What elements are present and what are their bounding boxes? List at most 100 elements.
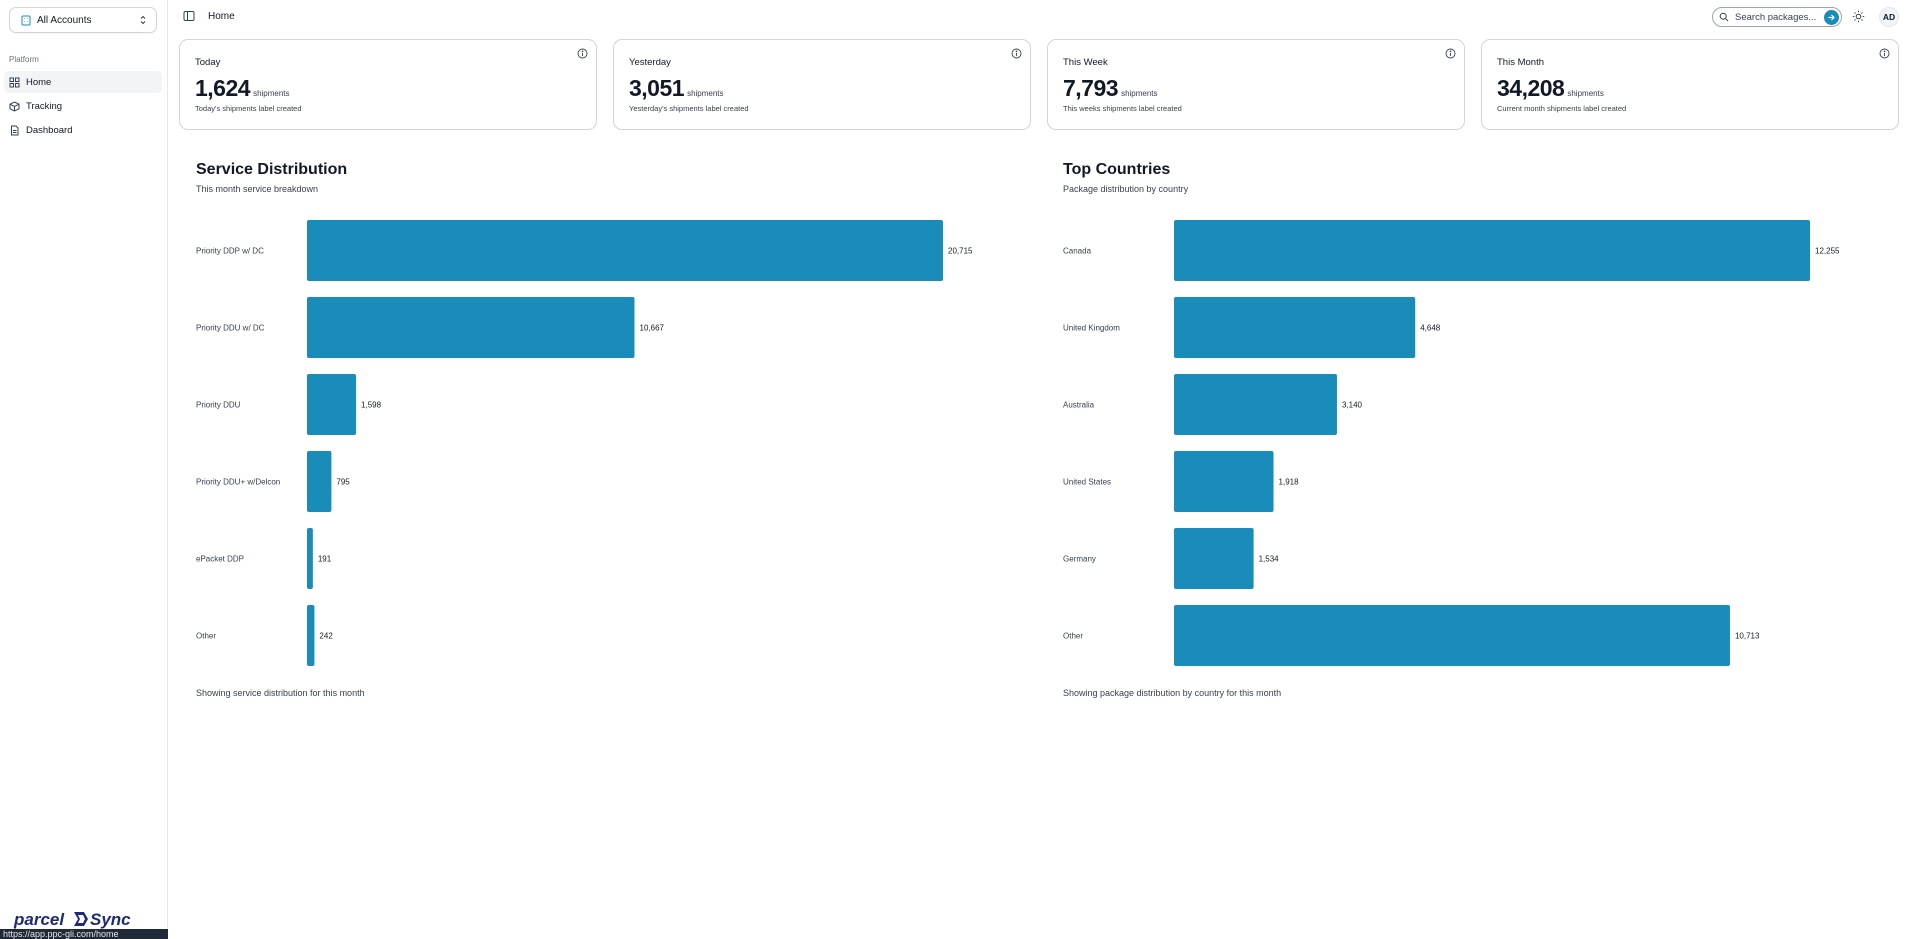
stat-description: Today's shipments label created xyxy=(195,104,302,113)
bar-category-label: United Kingdom xyxy=(1063,324,1120,333)
stat-card-title: This Week xyxy=(1063,57,1108,68)
search-submit-button[interactable] xyxy=(1824,9,1839,25)
bar-value-label: 10,667 xyxy=(640,324,665,333)
sidebar-item-label: Home xyxy=(26,76,52,88)
theme-toggle-sun-icon[interactable] xyxy=(1852,10,1865,23)
stat-description: This weeks shipments label created xyxy=(1063,104,1182,113)
stat-value: 1,624 xyxy=(195,75,251,101)
nav-section-label: Platform xyxy=(9,55,39,64)
bar-value-label: 795 xyxy=(336,478,350,487)
bar-value-label: 3,140 xyxy=(1342,401,1363,410)
bar[interactable] xyxy=(1174,528,1254,589)
stat-value: 7,793 xyxy=(1063,75,1119,101)
bar-value-label: 1,534 xyxy=(1259,555,1280,564)
sidebar-item-label: Tracking xyxy=(26,100,63,112)
search-placeholder: Search packages... xyxy=(1735,11,1817,23)
bar[interactable] xyxy=(307,605,315,666)
chart-subtitle: This month service breakdown xyxy=(196,184,319,194)
stat-card-title: This Month xyxy=(1497,57,1544,68)
stat-card-title: Yesterday xyxy=(629,57,671,68)
stat-unit: shipments xyxy=(1567,89,1604,98)
chart-subtitle: Package distribution by country xyxy=(1063,184,1189,194)
svg-text:Sync: Sync xyxy=(90,910,131,929)
chart-footer: Showing package distribution by country … xyxy=(1063,688,1282,698)
bar-value-label: 20,715 xyxy=(948,247,973,256)
stat-description: Yesterday's shipments label created xyxy=(629,104,749,113)
bar[interactable] xyxy=(1174,297,1416,358)
bar[interactable] xyxy=(1174,374,1337,435)
bar[interactable] xyxy=(1174,451,1274,512)
top-countries-panel: Top Countries Package distribution by co… xyxy=(1063,158,1893,718)
status-bar-url: https://app.ppc-gli.com/home xyxy=(0,929,168,939)
sidebar-item-dashboard[interactable]: Dashboard xyxy=(4,119,162,141)
bar-category-label: ePacket DDP xyxy=(196,555,244,564)
info-icon[interactable] xyxy=(1879,48,1890,59)
service-distribution-chart: Priority DDP w/ DC 20,715 Priority DDU w/ … xyxy=(196,220,973,666)
sidebar-item-tracking[interactable]: Tracking xyxy=(4,95,162,117)
stat-unit: shipments xyxy=(687,89,724,98)
bar-value-label: 12,255 xyxy=(1815,247,1840,256)
service-distribution-panel: Service Distribution This month service … xyxy=(196,158,1026,718)
info-icon[interactable] xyxy=(1011,48,1022,59)
bar-category-label: Canada xyxy=(1063,247,1092,256)
bar-value-label: 1,598 xyxy=(361,401,382,410)
stat-card-this-week: This Week 7,793 shipments This weeks ship… xyxy=(1047,39,1465,130)
info-icon[interactable] xyxy=(577,48,588,59)
chevron-up-down-icon xyxy=(138,14,148,26)
bar-value-label: 242 xyxy=(319,632,333,641)
stat-value: 34,208 xyxy=(1497,75,1565,101)
top-countries-chart: Canada 12,255 United Kingdom 4,648 Australia… xyxy=(1063,220,1840,666)
bar[interactable] xyxy=(307,528,313,589)
account-switcher-label: All Accounts xyxy=(37,14,92,26)
chart-footer: Showing service distribution for this mo… xyxy=(196,688,365,698)
bar[interactable] xyxy=(307,297,635,358)
bar[interactable] xyxy=(307,374,357,435)
bar-category-label: Other xyxy=(1063,632,1083,641)
info-icon[interactable] xyxy=(1445,48,1456,59)
stat-unit: shipments xyxy=(1121,89,1158,98)
bar-category-label: Priority DDU xyxy=(196,401,241,410)
building-icon xyxy=(20,14,32,26)
bar-category-label: Priority DDP w/ DC xyxy=(196,247,264,256)
sidebar-nav: Home Tracking Dashboard xyxy=(4,71,162,143)
account-switcher[interactable]: All Accounts xyxy=(9,7,157,33)
stat-card-this-month: This Month 34,208 shipments Current month… xyxy=(1481,39,1899,130)
chart-title: Top Countries xyxy=(1063,161,1171,178)
bar-value-label: 1,918 xyxy=(1279,478,1300,487)
chart-title: Service Distribution xyxy=(196,161,348,178)
svg-text:parcel: parcel xyxy=(13,910,65,929)
stat-card-today: Today 1,624 shipments Today's shipments l… xyxy=(179,39,597,130)
arrow-right-icon xyxy=(1828,14,1835,20)
sidebar-toggle-icon[interactable] xyxy=(183,10,195,22)
bar-value-label: 191 xyxy=(318,555,332,564)
topbar: Home Search packages... AD xyxy=(169,0,1922,34)
stat-card-yesterday: Yesterday 3,051 shipments Yesterday's shi… xyxy=(613,39,1031,130)
bar-category-label: Australia xyxy=(1063,401,1095,410)
sidebar-item-home[interactable]: Home xyxy=(4,71,162,93)
bar-category-label: Priority DDU w/ DC xyxy=(196,324,265,333)
bar-category-label: United States xyxy=(1063,478,1111,487)
package-icon xyxy=(9,100,20,112)
grid-icon xyxy=(9,77,20,88)
file-icon xyxy=(9,125,20,136)
search-icon xyxy=(1719,12,1729,22)
breadcrumb: Home xyxy=(208,11,235,22)
parcelsync-logo: parcel Sync xyxy=(12,909,152,929)
bar-category-label: Other xyxy=(196,632,216,641)
user-avatar[interactable]: AD xyxy=(1879,7,1899,27)
bar[interactable] xyxy=(307,451,332,512)
bar-value-label: 10,713 xyxy=(1735,632,1760,641)
stat-description: Current month shipments label created xyxy=(1497,104,1627,113)
bar[interactable] xyxy=(307,220,943,281)
stat-card-title: Today xyxy=(195,57,221,68)
sidebar-item-label: Dashboard xyxy=(26,124,73,136)
bar[interactable] xyxy=(1174,605,1730,666)
search-input[interactable]: Search packages... xyxy=(1712,7,1842,27)
stat-value: 3,051 xyxy=(629,75,685,101)
sidebar: All Accounts Platform Home Tracking Dash… xyxy=(0,0,168,939)
bar-value-label: 4,648 xyxy=(1420,324,1441,333)
bar[interactable] xyxy=(1174,220,1810,281)
bar-category-label: Germany xyxy=(1063,555,1096,564)
bar-category-label: Priority DDU+ w/Delcon xyxy=(196,478,280,487)
stat-unit: shipments xyxy=(253,89,290,98)
